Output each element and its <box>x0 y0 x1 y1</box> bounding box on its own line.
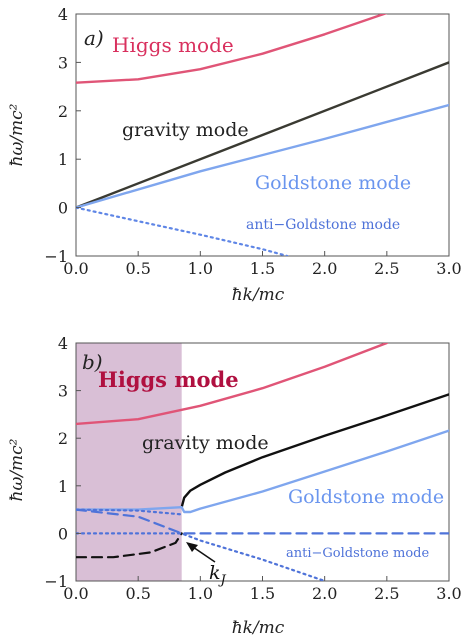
y-tick-label: 1 <box>58 150 68 169</box>
series-line-6 <box>76 508 183 516</box>
shaded-region <box>76 343 182 581</box>
x-tick-label: 1.0 <box>188 584 213 603</box>
series-line-3 <box>76 206 289 256</box>
kj-text: k <box>209 562 221 584</box>
x-tick-label: 1.5 <box>250 259 275 278</box>
series-line-4 <box>76 508 449 535</box>
y-tick-label: 1 <box>58 477 68 496</box>
x-axis-label: ħk/mc <box>232 618 285 637</box>
series-line-0 <box>76 343 388 426</box>
tick-group: 0.0 0.5 1.0 1.5 2.0 2.5 3.0 −1 0 1 2 3 4 <box>44 5 461 278</box>
x-tick-label: 0.5 <box>125 259 150 278</box>
panel-label: a) <box>84 26 104 50</box>
goldstone-mode-label: Goldstone mode <box>288 486 444 508</box>
panel-b: 0.0 0.5 1.0 1.5 2.0 2.5 3.0 −1 0 1 2 3 4 b) Higgs mo… <box>7 334 462 637</box>
x-tick-label: 0.0 <box>63 259 88 278</box>
series-line-2 <box>76 103 449 209</box>
series-group <box>76 343 449 581</box>
goldstone-mode-label: Goldstone mode <box>255 172 411 194</box>
series-group <box>76 14 449 256</box>
y-axis-label: ħω/mc² <box>7 438 27 501</box>
kj-annotation: kJ <box>186 542 227 588</box>
x-tick-label: 2.5 <box>374 259 399 278</box>
tick-group: 0.0 0.5 1.0 1.5 2.0 2.5 3.0 −1 0 1 2 3 4 <box>44 334 461 603</box>
kj-arrowhead <box>186 542 198 552</box>
x-tick-label: 0.5 <box>125 584 150 603</box>
anti-goldstone-mode-label: anti−Goldstone mode <box>286 546 429 561</box>
y-tick-label: −1 <box>44 572 68 591</box>
x-tick-label: 1.5 <box>250 584 275 603</box>
panel-a: 0.0 0.5 1.0 1.5 2.0 2.5 3.0 −1 0 1 2 3 4 a) Higgs mo… <box>7 5 462 305</box>
x-tick-label: 2.0 <box>312 259 337 278</box>
x-tick-label: 1.0 <box>188 259 213 278</box>
y-tick-label: 2 <box>58 102 68 121</box>
y-tick-label: 3 <box>58 382 68 401</box>
y-tick-label: 0 <box>58 524 68 543</box>
series-line-0 <box>76 14 388 84</box>
series-line-2 <box>76 532 183 559</box>
gravity-mode-label: gravity mode <box>142 432 269 454</box>
y-tick-label: 4 <box>58 5 68 24</box>
series-line-1 <box>180 393 449 509</box>
anti-goldstone-mode-label: anti−Goldstone mode <box>246 217 400 233</box>
higgs-mode-label: Higgs mode <box>112 33 234 57</box>
panel-label: b) <box>82 350 103 374</box>
series-line-1 <box>76 61 449 209</box>
series-line-3 <box>76 429 449 514</box>
higgs-mode-label: Higgs mode <box>98 367 239 392</box>
y-tick-label: 4 <box>58 334 68 353</box>
gravity-mode-label: gravity mode <box>122 119 249 141</box>
x-tick-label: 3.0 <box>436 259 461 278</box>
kj-label: kJ <box>209 562 227 588</box>
kj-subscript: J <box>218 573 227 588</box>
x-tick-label: 2.0 <box>312 584 337 603</box>
series-line-5 <box>76 532 326 581</box>
x-tick-label: 3.0 <box>436 584 461 603</box>
y-tick-label: 0 <box>58 199 68 218</box>
x-tick-label: 0.0 <box>63 584 88 603</box>
y-tick-label: −1 <box>44 247 68 266</box>
y-axis-label: ħω/mc² <box>7 103 27 166</box>
y-tick-label: 3 <box>58 53 68 72</box>
y-tick-label: 2 <box>58 429 68 448</box>
x-axis-label: ħk/mc <box>232 285 285 305</box>
x-tick-label: 2.5 <box>374 584 399 603</box>
